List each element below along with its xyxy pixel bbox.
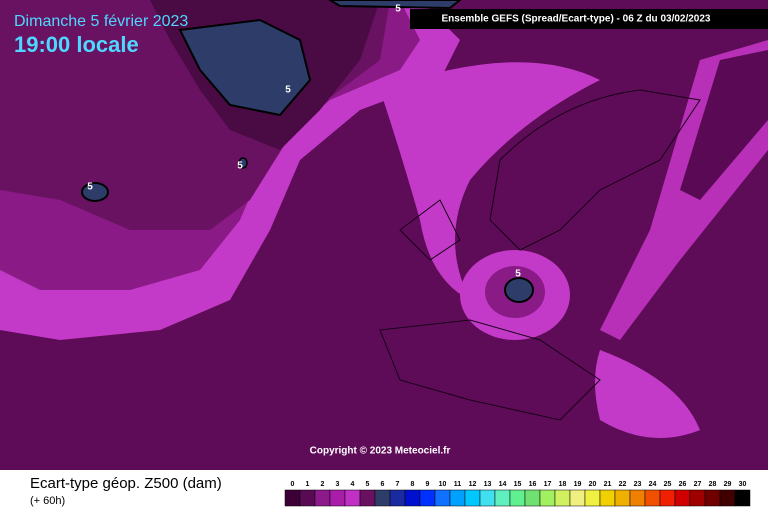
legend-tick-label: 30	[739, 481, 747, 488]
legend-tick-label: 8	[411, 481, 415, 488]
legend-swatch	[374, 489, 391, 507]
legend-swatch	[629, 489, 646, 507]
contour-label: 5	[515, 269, 521, 280]
legend-swatch	[584, 489, 601, 507]
legend-tick-label: 28	[709, 481, 717, 488]
legend-swatch	[464, 489, 481, 507]
legend-swatch	[419, 489, 436, 507]
legend-swatch	[524, 489, 541, 507]
legend-swatch	[389, 489, 406, 507]
legend-swatch	[359, 489, 376, 507]
legend-swatch	[314, 489, 331, 507]
low-spread-area	[504, 277, 534, 303]
spread-band	[595, 350, 700, 438]
low-spread-area	[81, 182, 109, 202]
copyright: Copyright © 2023 Meteociel.fr	[310, 446, 451, 457]
legend-tick-label: 21	[604, 481, 612, 488]
lead-time: (+ 60h)	[30, 495, 65, 507]
legend-tick-label: 22	[619, 481, 627, 488]
legend-swatch	[329, 489, 346, 507]
contour-label: 5	[395, 4, 401, 15]
legend-tick-label: 0	[291, 481, 295, 488]
legend-tick-label: 13	[484, 481, 492, 488]
contour-label: 5	[87, 182, 93, 193]
legend-tick-label: 1	[306, 481, 310, 488]
legend-swatch	[734, 489, 751, 507]
legend-swatch	[509, 489, 526, 507]
legend-tick-label: 17	[544, 481, 552, 488]
legend-tick-label: 4	[351, 481, 355, 488]
legend-tick-label: 12	[469, 481, 477, 488]
legend-tick-label: 24	[649, 481, 657, 488]
legend-swatch	[599, 489, 616, 507]
legend-swatch	[719, 489, 736, 507]
date-label: Dimanche 5 février 2023	[14, 13, 188, 30]
legend-swatch	[659, 489, 676, 507]
legend-swatch	[299, 489, 316, 507]
legend-tick-label: 16	[529, 481, 537, 488]
legend-swatch	[284, 489, 301, 507]
legend-tick-label: 9	[426, 481, 430, 488]
legend-title: Ecart-type géop. Z500 (dam)	[30, 475, 222, 492]
legend-tick-label: 15	[514, 481, 522, 488]
legend-tick-label: 2	[321, 481, 325, 488]
legend-swatch	[569, 489, 586, 507]
contour-label: 5	[237, 161, 243, 172]
legend-tick-label: 14	[499, 481, 507, 488]
legend-swatch	[689, 489, 706, 507]
legend-tick-label: 5	[366, 481, 370, 488]
legend-swatch	[704, 489, 721, 507]
legend-tick-label: 6	[381, 481, 385, 488]
legend-swatch	[539, 489, 556, 507]
legend-tick-label: 26	[679, 481, 687, 488]
legend-tick-label: 11	[454, 481, 462, 488]
legend-swatch	[554, 489, 571, 507]
legend-swatch	[449, 489, 466, 507]
legend-tick-label: 23	[634, 481, 642, 488]
legend-tick-label: 3	[336, 481, 340, 488]
time-label: 19:00 locale	[14, 32, 139, 57]
spread-band	[380, 62, 600, 300]
contour-label: 5	[285, 85, 291, 96]
low-spread-area	[178, 18, 312, 117]
low-spread-area	[328, 0, 462, 10]
legend-tick-label: 7	[396, 481, 400, 488]
legend-swatch	[494, 489, 511, 507]
legend-tick-label: 25	[664, 481, 672, 488]
low-spread-area	[238, 157, 248, 169]
model-title: Ensemble GEFS (Spread/Ecart-type) - 06 Z…	[442, 14, 711, 25]
legend-swatch	[344, 489, 361, 507]
legend-swatch	[404, 489, 421, 507]
legend-swatch	[479, 489, 496, 507]
legend-tick-label: 18	[559, 481, 567, 488]
legend-tick-label: 29	[724, 481, 732, 488]
legend-swatch	[644, 489, 661, 507]
legend-tick-label: 27	[694, 481, 702, 488]
legend-tick-label: 20	[589, 481, 597, 488]
model-banner	[410, 9, 768, 29]
legend-swatch	[674, 489, 691, 507]
coastline	[379, 89, 701, 421]
legend-tick-label: 19	[574, 481, 582, 488]
legend-swatch	[434, 489, 451, 507]
legend-swatch	[614, 489, 631, 507]
legend-tick-label: 10	[439, 481, 447, 488]
spread-zone	[680, 50, 768, 200]
